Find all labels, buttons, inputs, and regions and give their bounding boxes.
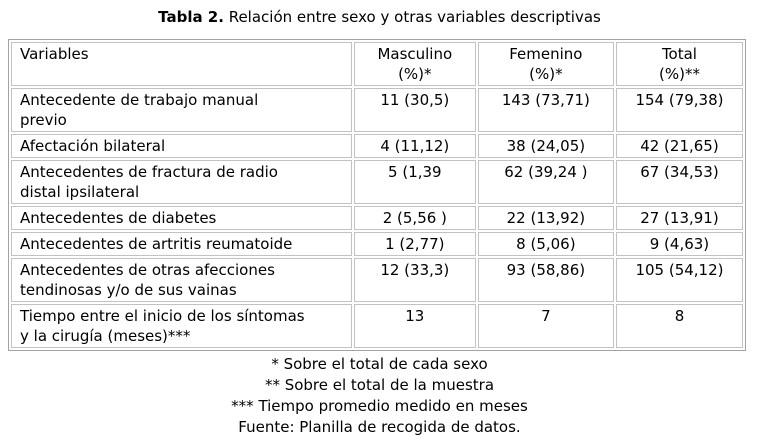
data-table: Variables Masculino (%)* Femenino (%)* T…	[8, 39, 746, 351]
cell-femenino: 93 (58,86)	[477, 258, 614, 302]
cell-variable: Antecedentes de fractura de radio distal…	[11, 160, 352, 204]
table-row: Tiempo entre el inicio de los síntomas y…	[11, 304, 743, 348]
table-row: Afectación bilateral 4 (11,12) 38 (24,05…	[11, 134, 743, 158]
cell-variable: Antecedentes de otras afecciones tendino…	[11, 258, 352, 302]
table-caption-label: Tabla 2.	[158, 8, 224, 26]
table-row: Antecedentes de diabetes 2 (5,56 ) 22 (1…	[11, 206, 743, 230]
cell-masculino: 4 (11,12)	[353, 134, 476, 158]
table-caption: Tabla 2. Relación entre sexo y otras var…	[0, 7, 759, 27]
footnote-meses: *** Tiempo promedio medido en meses	[231, 397, 528, 415]
cell-masculino: 2 (5,56 )	[353, 206, 476, 230]
cell-variable: Antecedentes de artritis reumatoide	[11, 232, 352, 256]
cell-masculino: 1 (2,77)	[353, 232, 476, 256]
cell-variable: Tiempo entre el inicio de los síntomas y…	[11, 304, 352, 348]
table-row: Antecedente de trabajo manual previo 11 …	[11, 88, 743, 132]
cell-femenino: 22 (13,92)	[477, 206, 614, 230]
column-header-total: Total (%)**	[615, 42, 743, 86]
cell-total: 67 (34,53)	[615, 160, 743, 204]
cell-total: 9 (4,63)	[615, 232, 743, 256]
table-header-row: Variables Masculino (%)* Femenino (%)* T…	[11, 42, 743, 86]
cell-total: 42 (21,65)	[615, 134, 743, 158]
cell-masculino: 13	[353, 304, 476, 348]
cell-masculino: 12 (33,3)	[353, 258, 476, 302]
cell-variable: Antecedente de trabajo manual previo	[11, 88, 352, 132]
cell-masculino: 5 (1,39	[353, 160, 476, 204]
footnote-muestra: ** Sobre el total de la muestra	[264, 376, 495, 394]
cell-total: 154 (79,38)	[615, 88, 743, 132]
cell-variable: Antecedentes de diabetes	[11, 206, 352, 230]
table-row: Antecedentes de fractura de radio distal…	[11, 160, 743, 204]
source-line: Fuente: Planilla de recogida de datos.	[238, 418, 521, 436]
cell-total: 8	[615, 304, 743, 348]
cell-femenino: 7	[477, 304, 614, 348]
cell-femenino: 8 (5,06)	[477, 232, 614, 256]
table-caption-text: Relación entre sexo y otras variables de…	[223, 8, 601, 26]
footnotes: * Sobre el total de cada sexo ** Sobre e…	[0, 354, 759, 438]
column-header-variables: Variables	[11, 42, 352, 86]
column-header-femenino: Femenino (%)*	[477, 42, 614, 86]
page: Tabla 2. Relación entre sexo y otras var…	[0, 7, 759, 445]
table-row: Antecedentes de artritis reumatoide 1 (2…	[11, 232, 743, 256]
cell-femenino: 62 (39,24 )	[477, 160, 614, 204]
cell-femenino: 38 (24,05)	[477, 134, 614, 158]
cell-femenino: 143 (73,71)	[477, 88, 614, 132]
cell-variable: Afectación bilateral	[11, 134, 352, 158]
cell-masculino: 11 (30,5)	[353, 88, 476, 132]
column-header-masculino: Masculino (%)*	[353, 42, 476, 86]
footnote-sexo: * Sobre el total de cada sexo	[271, 355, 488, 373]
table-row: Antecedentes de otras afecciones tendino…	[11, 258, 743, 302]
cell-total: 27 (13,91)	[615, 206, 743, 230]
cell-total: 105 (54,12)	[615, 258, 743, 302]
